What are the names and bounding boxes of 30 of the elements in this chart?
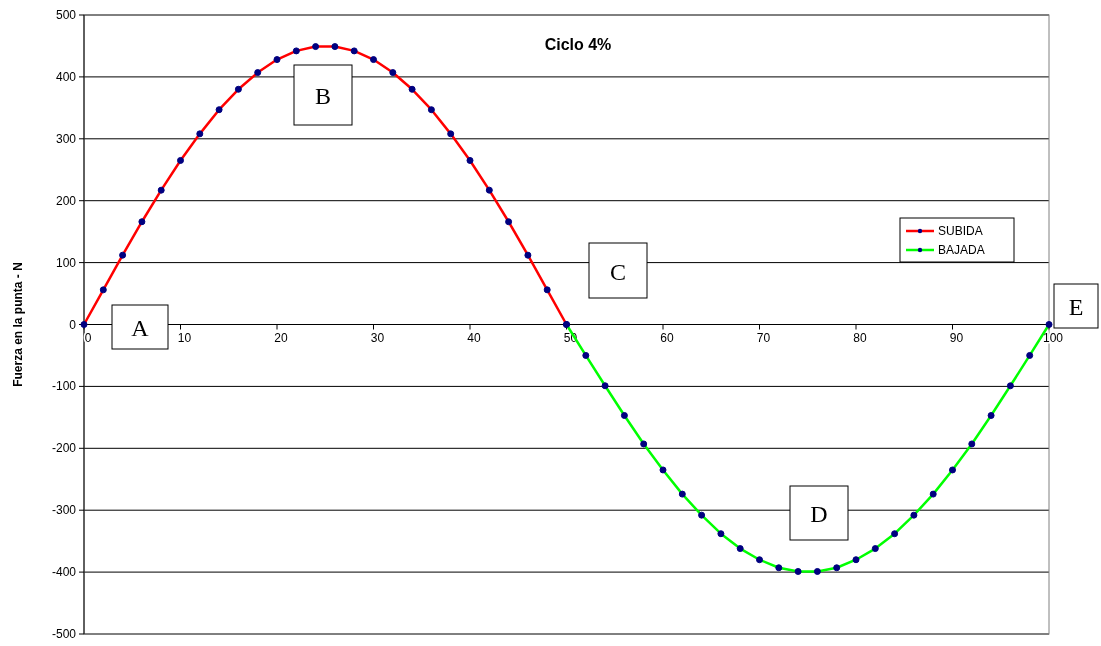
legend-label: BAJADA bbox=[938, 243, 985, 257]
text: Ciclo 4% bbox=[544, 36, 612, 53]
y-axis-title: Fuerza en la punta - N bbox=[11, 262, 25, 387]
annotation: D bbox=[810, 501, 828, 527]
x-tick-label: 70 bbox=[756, 330, 771, 345]
y-tick-label: 300 bbox=[55, 131, 77, 146]
y-tick-label: -100 bbox=[51, 379, 77, 394]
x-tick-label: 100 bbox=[1042, 330, 1064, 345]
annotation: A bbox=[131, 315, 150, 341]
x-tick-label: 90 bbox=[949, 330, 964, 345]
y-tick-label: -300 bbox=[51, 503, 77, 518]
legend-label: SUBIDA bbox=[938, 224, 983, 238]
x-tick-label: 60 bbox=[660, 330, 674, 345]
x-tick-label: 0 bbox=[84, 330, 92, 345]
x-tick-label: 20 bbox=[274, 330, 288, 345]
x-tick-label: 30 bbox=[370, 330, 385, 345]
y-tick-label: 500 bbox=[55, 8, 77, 22]
y-tick-label: -200 bbox=[51, 441, 77, 456]
y-tick-label: -500 bbox=[51, 627, 77, 641]
y-tick-label: 200 bbox=[55, 193, 77, 208]
y-tick-label: 100 bbox=[55, 255, 77, 270]
y-tick-label: 400 bbox=[55, 69, 77, 84]
x-tick-label: 10 bbox=[177, 330, 192, 345]
y-tick-label: 0 bbox=[69, 317, 77, 332]
y-tick-label: -400 bbox=[51, 565, 77, 580]
text: E bbox=[1068, 294, 1084, 320]
x-tick-label: 80 bbox=[853, 330, 867, 345]
annotation: B bbox=[314, 83, 332, 109]
annotation: C bbox=[609, 258, 627, 285]
x-tick-label: 40 bbox=[467, 330, 481, 345]
